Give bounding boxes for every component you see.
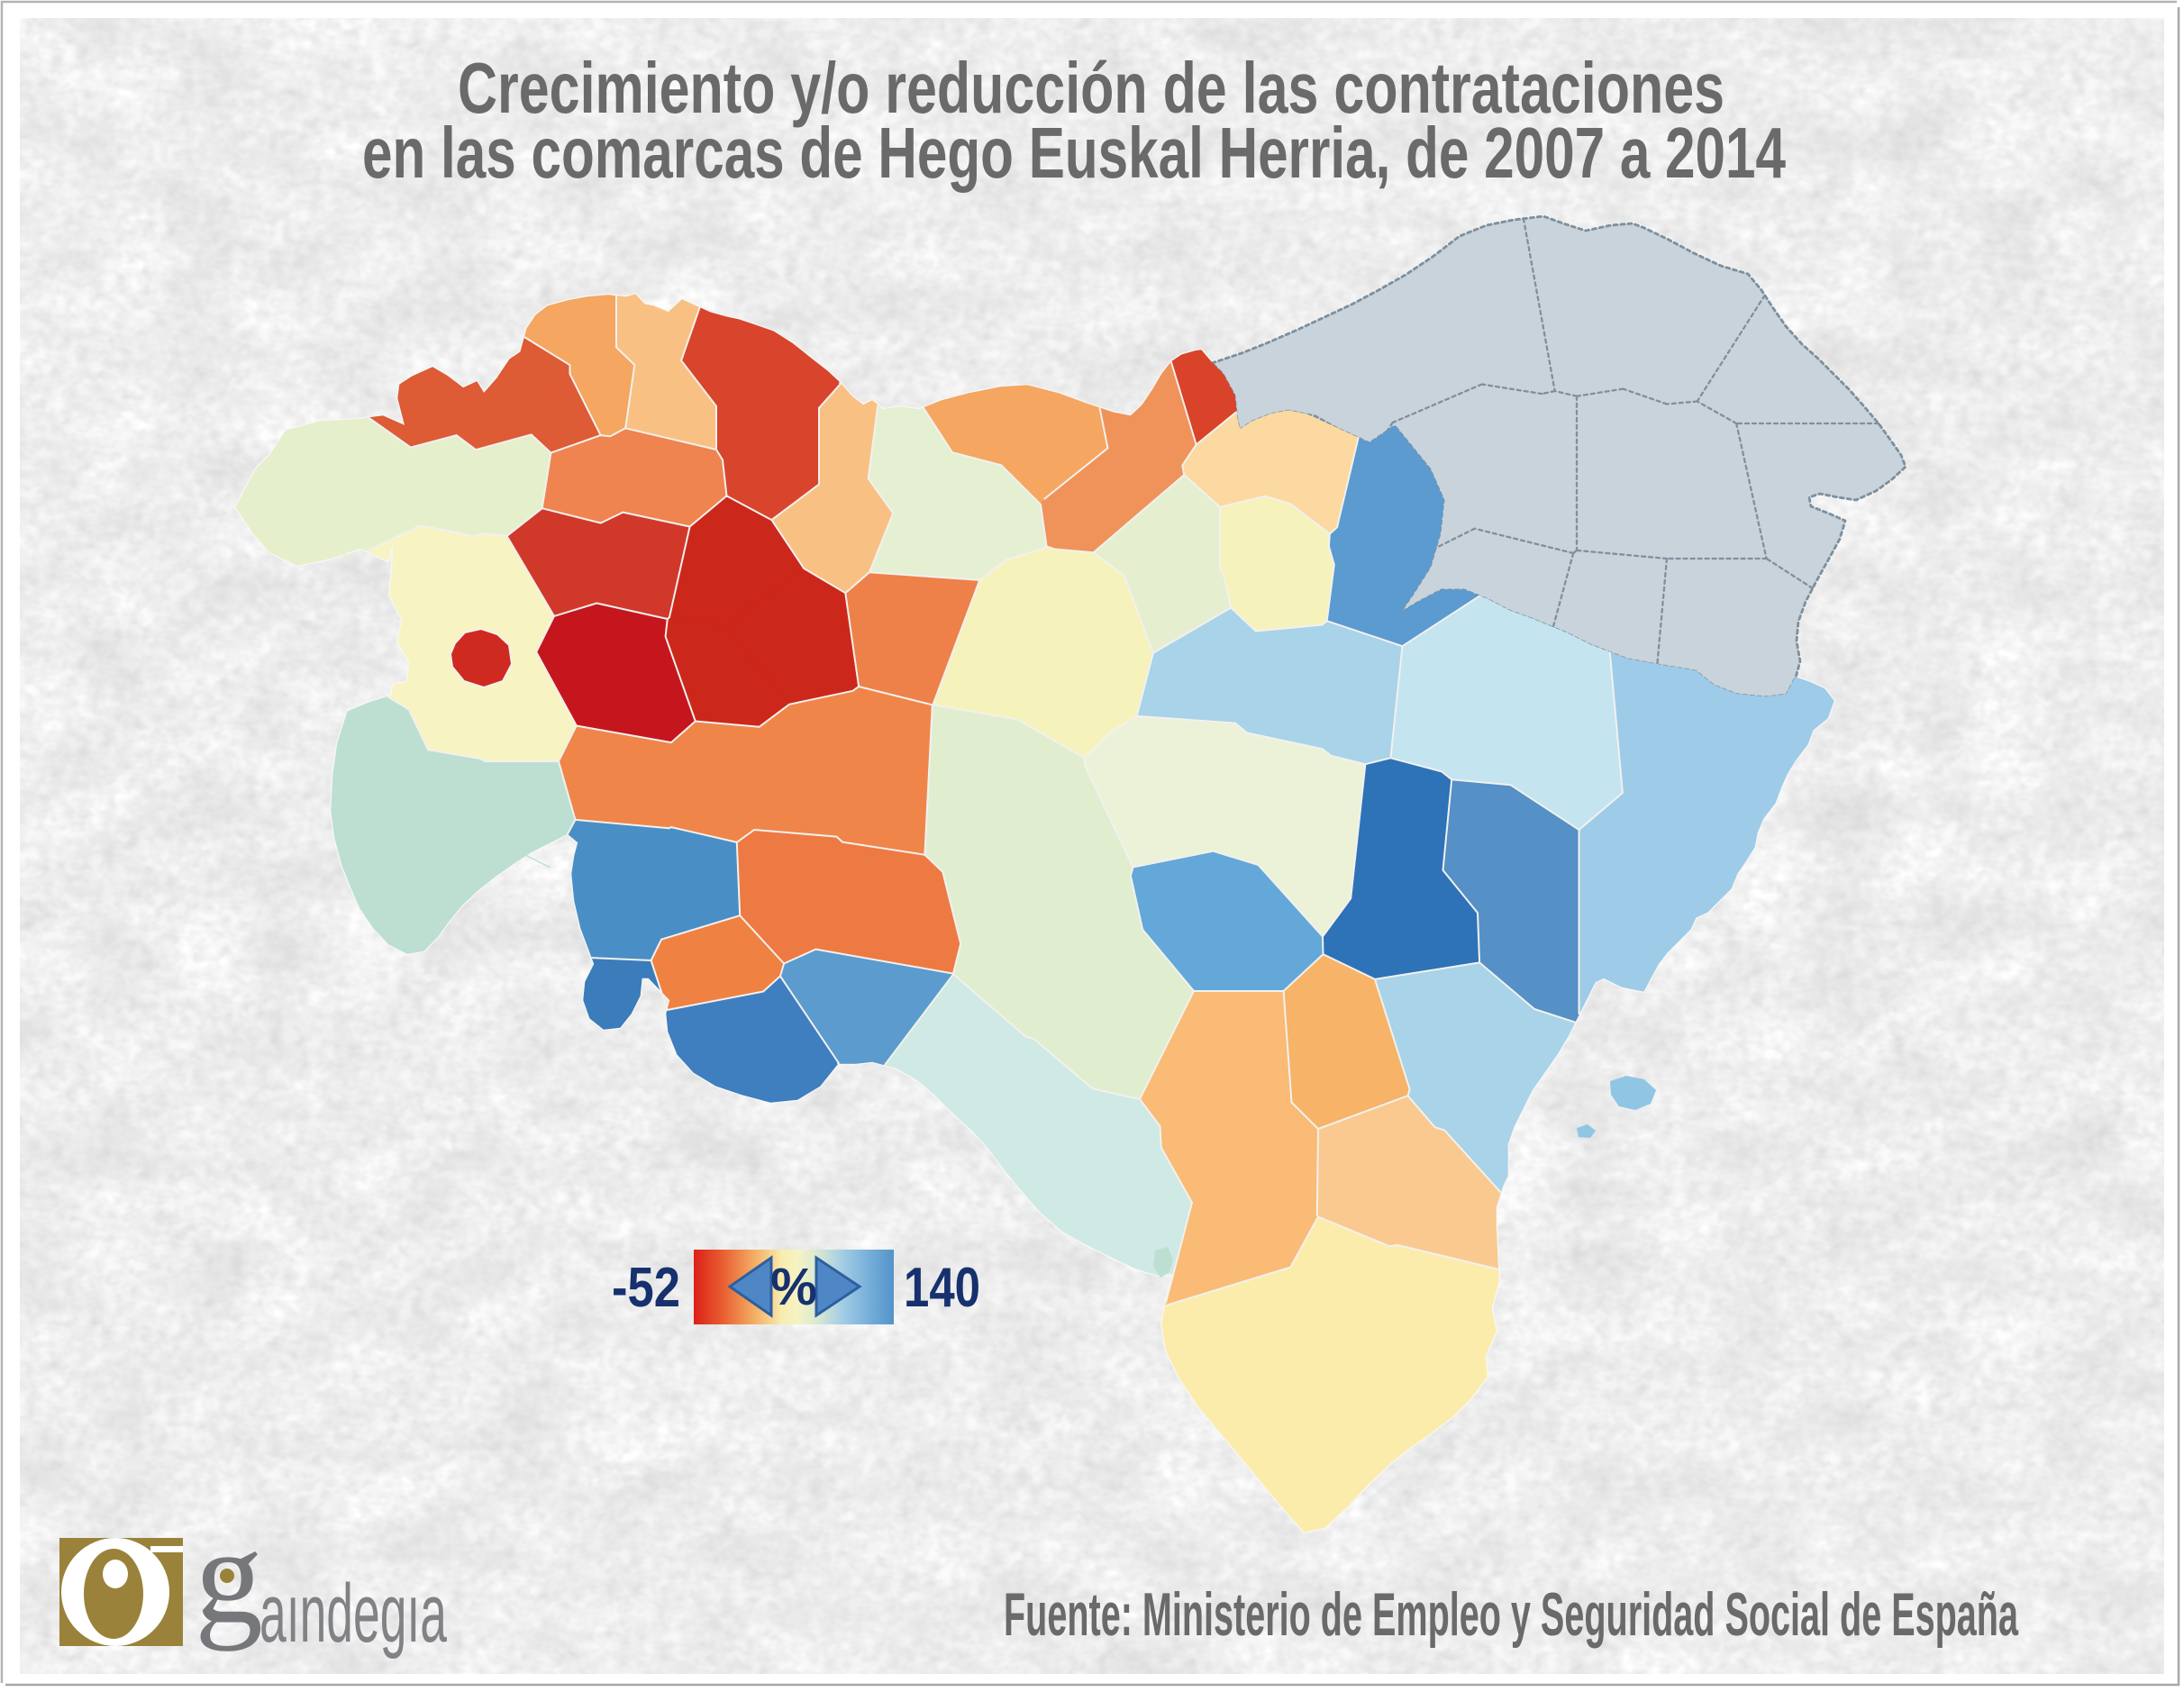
svg-text:Crecimiento y/o reducción de l: Crecimiento y/o reducción de las contrat… [458,48,1724,128]
svg-text:%: % [770,1258,817,1316]
svg-text:-52: -52 [612,1257,680,1319]
svg-text:140: 140 [904,1257,980,1319]
svg-text:aındegıa: aındegıa [259,1568,447,1660]
svg-text:en las comarcas de Hego Euskal: en las comarcas de Hego Euskal Herria, d… [362,113,1786,193]
svg-text:Fuente: Ministerio de Empleo y: Fuente: Ministerio de Empleo y Seguridad… [1004,1580,2019,1649]
